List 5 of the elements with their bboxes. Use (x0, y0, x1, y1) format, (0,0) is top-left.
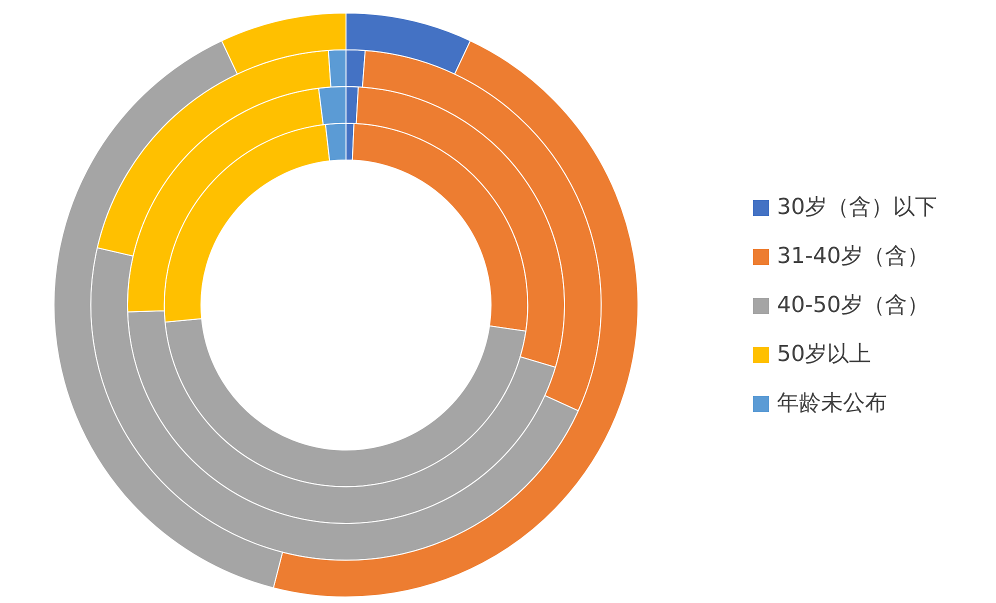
legend-label: 31-40岁（含） (777, 243, 929, 271)
legend-label: 50岁以上 (777, 341, 871, 369)
legend-label: 30岁（含）以下 (777, 194, 937, 222)
legend-label: 40-50岁（含） (777, 292, 929, 320)
legend-label: 年龄未公布 (777, 390, 887, 418)
